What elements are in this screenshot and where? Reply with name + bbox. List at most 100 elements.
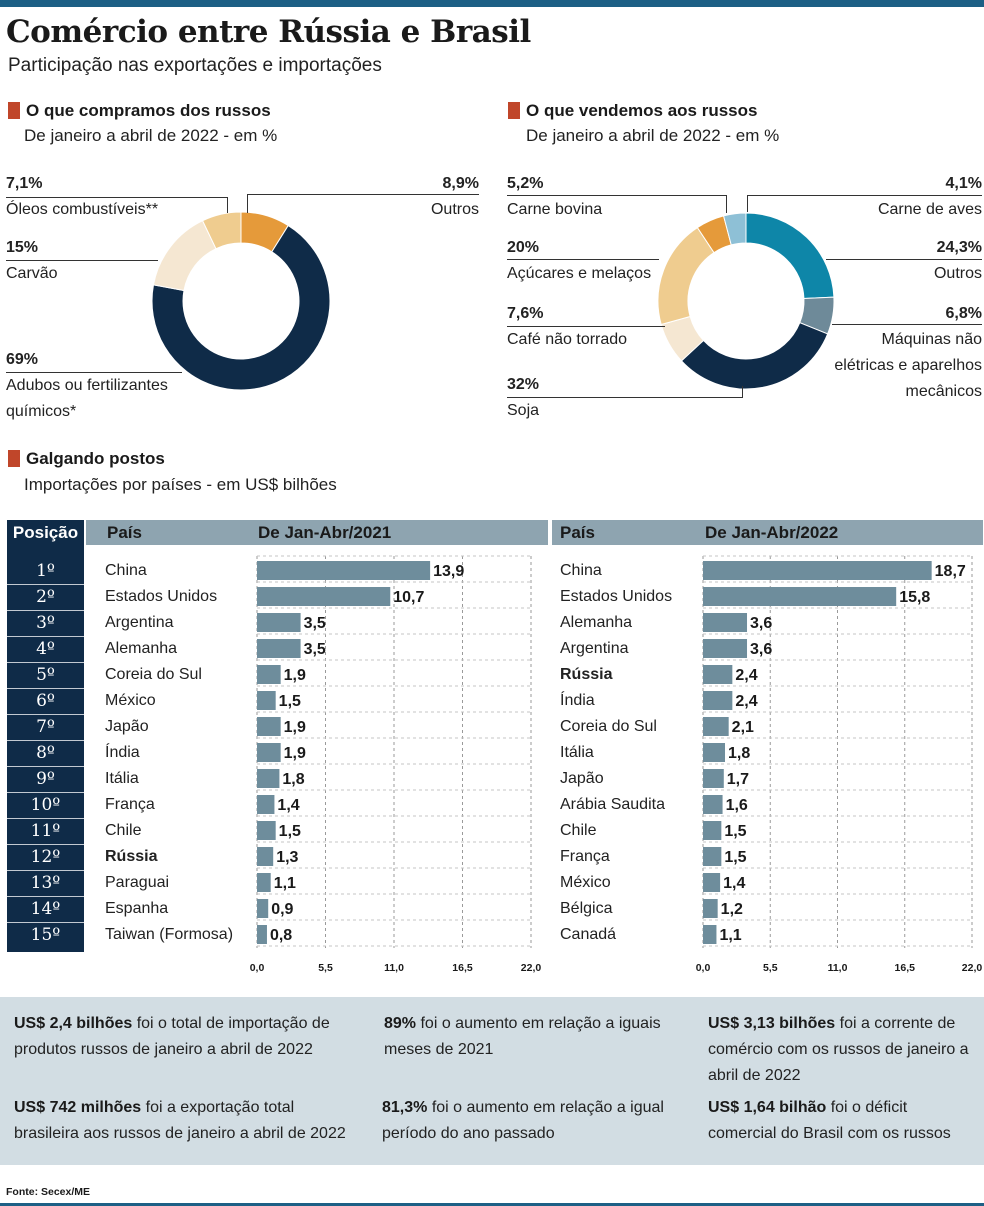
tick-label-2021-1: 5,5	[318, 962, 333, 974]
bar-value-2021-1: 13,9	[433, 563, 464, 580]
bar-value-2021-15: 0,8	[270, 927, 292, 944]
bar-2022-1	[703, 561, 932, 580]
country-2021-4: Alemanha	[105, 640, 178, 657]
bar-value-2022-1: 18,7	[935, 563, 966, 580]
label-carne-bovina-pct: 5,2%	[507, 175, 544, 192]
position-separator	[7, 766, 84, 767]
leader-carne-bovina-v	[726, 195, 727, 213]
leader-adubos	[6, 372, 182, 373]
position-separator	[7, 922, 84, 923]
table-header-2022	[552, 520, 983, 545]
country-2022-7: Coreia do Sul	[560, 718, 657, 735]
bar-2021-14	[257, 899, 269, 918]
country-2021-7: Japão	[105, 718, 149, 735]
bar-value-2021-10: 1,4	[277, 797, 299, 814]
bar-value-2022-12: 1,5	[724, 849, 746, 866]
bar-value-2021-8: 1,9	[284, 745, 306, 762]
position-10: 10º	[30, 795, 61, 815]
donut-chart-exports	[657, 212, 835, 390]
country-2021-12: Rússia	[105, 848, 158, 865]
bar-2022-2	[703, 587, 897, 606]
bar-value-2022-13: 1,4	[723, 875, 745, 892]
label-adubos-pct: 69%	[6, 351, 39, 368]
tick-label-2021-3: 16,5	[452, 962, 473, 974]
bar-2022-9	[703, 769, 724, 788]
country-2021-9: Itália	[105, 770, 139, 787]
leader-outros-left	[247, 194, 479, 195]
bar-2022-13	[703, 873, 721, 892]
leader-outros-left-v	[247, 194, 248, 213]
label-cafe-name: Café não torrado	[507, 331, 628, 348]
position-9: 9º	[36, 769, 55, 789]
bar-2022-12	[703, 847, 722, 866]
bar-value-2021-3: 3,5	[304, 615, 326, 632]
country-2022-11: Chile	[560, 822, 597, 839]
country-2021-5: Coreia do Sul	[105, 666, 202, 683]
country-2021-14: Espanha	[105, 900, 169, 917]
country-2021-15: Taiwan (Formosa)	[105, 926, 234, 943]
leader-oleos-v	[227, 197, 228, 213]
donut-left-slice-3	[201, 211, 242, 250]
table-header-2021	[86, 520, 548, 545]
position-separator	[7, 636, 84, 637]
country-2022-5: Rússia	[560, 666, 613, 683]
label-adubos-name: Adubos ou fertilizantes químicos*	[6, 377, 168, 420]
bar-2022-7	[703, 717, 729, 736]
country-2021-11: Chile	[105, 822, 142, 839]
bar-2022-15	[703, 925, 717, 944]
position-separator	[7, 688, 84, 689]
ranking-title: Galgando postos	[8, 449, 165, 469]
bar-value-2021-2: 10,7	[393, 589, 424, 606]
bar-value-2022-4: 3,6	[750, 641, 772, 658]
country-2022-3: Alemanha	[560, 614, 633, 631]
donut-left-slice-1	[151, 224, 331, 391]
tick-label-2022-3: 16,5	[895, 962, 916, 974]
country-2022-10: Arábia Saudita	[560, 796, 665, 813]
ranking-subtitle: Importações por países - em US$ bilhões	[24, 475, 337, 494]
bar-value-2022-11: 1,5	[724, 823, 746, 840]
donut-right-slice-4	[657, 226, 715, 326]
leader-oleos	[6, 197, 228, 198]
label-outros-left-name: Outros	[430, 201, 479, 218]
position-7: 7º	[36, 717, 55, 737]
label-carvao-name: Carvão	[6, 265, 58, 282]
bar-value-2021-11: 1,5	[279, 823, 301, 840]
bar-2021-15	[257, 925, 267, 944]
bar-value-2021-13: 1,1	[274, 875, 296, 892]
position-separator	[7, 844, 84, 845]
tick-label-2021-2: 11,0	[384, 962, 404, 974]
label-cafe-pct: 7,6%	[507, 305, 544, 322]
position-separator	[7, 818, 84, 819]
position-separator	[7, 610, 84, 611]
donut-left-title: O que compramos dos russos	[8, 101, 271, 121]
bar-2022-14	[703, 899, 718, 918]
page-subtitle: Participação nas exportações e importaçõ…	[8, 55, 382, 76]
bottom-accent-bar	[0, 1203, 984, 1206]
country-2022-13: México	[560, 874, 611, 891]
bar-2022-3	[703, 613, 748, 632]
bar-2021-6	[257, 691, 276, 710]
leader-carne-aves	[747, 195, 982, 196]
position-separator	[7, 896, 84, 897]
bar-value-2021-14: 0,9	[271, 901, 293, 918]
label-oleos-pct: 7,1%	[6, 175, 43, 192]
bar-value-2022-2: 15,8	[899, 589, 930, 606]
country-2022-14: Bélgica	[560, 900, 613, 917]
bar-value-2022-6: 2,4	[735, 693, 757, 710]
position-11: 11º	[30, 821, 61, 841]
bar-2021-3	[257, 613, 301, 632]
label-acucares-pct: 20%	[507, 239, 540, 256]
position-14: 14º	[30, 899, 61, 919]
bar-chart-2021: 0,0 5,5 11,0 16,5 22,0 13,9 10,7 3,5 3,5 1,9 1,5 1,…	[250, 555, 541, 974]
leader-carvao	[6, 260, 158, 261]
label-outros-left-pct: 8,9%	[442, 175, 479, 192]
country-2022-1: China	[560, 562, 602, 579]
leader-maquinas	[832, 324, 982, 325]
bar-2021-9	[257, 769, 280, 788]
position-separator	[7, 584, 84, 585]
country-2022-2: Estados Unidos	[560, 588, 673, 605]
bar-chart-2022: 0,0 5,5 11,0 16,5 22,0 18,7 15,8 3,6 3,6 2,4 2,4 2,…	[696, 555, 982, 974]
label-outros-right-pct: 24,3%	[936, 239, 982, 256]
country-2021-3: Argentina	[105, 614, 174, 631]
bar-value-2021-6: 1,5	[279, 693, 301, 710]
